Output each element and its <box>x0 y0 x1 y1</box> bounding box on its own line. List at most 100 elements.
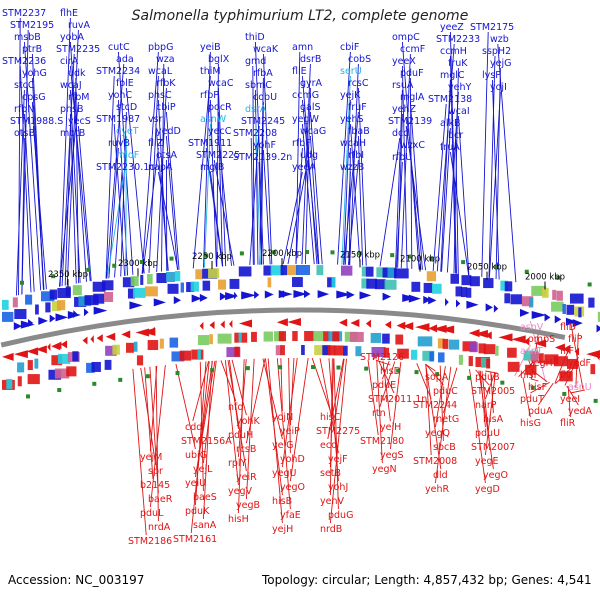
gene-arrow <box>135 328 150 337</box>
gene-label: yojI <box>490 82 507 93</box>
marker-dot <box>336 365 341 370</box>
marker-dot <box>239 251 244 256</box>
gene-label: STM2156A <box>181 436 232 447</box>
feature-block <box>6 378 13 389</box>
feature-block <box>313 331 324 342</box>
leader-line <box>440 79 451 272</box>
feature-block <box>112 344 120 355</box>
feature-block <box>383 347 390 358</box>
gene-label: cirA <box>60 56 79 67</box>
leader-line <box>205 147 223 267</box>
leader-line <box>141 51 159 274</box>
gene-arrow <box>293 290 308 299</box>
feature-block <box>51 355 63 366</box>
gene-label: yohF <box>253 140 276 151</box>
gene-label: wcaK <box>253 44 279 55</box>
leader-line <box>262 53 273 265</box>
feature-block <box>597 311 600 322</box>
leader-line <box>259 77 264 265</box>
gene-label: yohK <box>236 416 260 427</box>
gene-label: wzxC <box>400 140 425 151</box>
gene-arrow <box>219 292 227 301</box>
leader-line <box>400 53 411 268</box>
gene-label: fliD <box>560 322 576 333</box>
feature-block <box>147 274 153 285</box>
gene-label: pduC <box>433 386 458 397</box>
gene-label: STM2234 <box>96 66 140 77</box>
gene-arrow <box>563 345 570 354</box>
marker-dot <box>587 282 592 287</box>
feature-block <box>361 266 367 277</box>
gene-arrow <box>402 322 414 331</box>
feature-block <box>442 338 449 349</box>
marker-dot <box>57 388 62 393</box>
gene-arrow <box>346 290 355 299</box>
gene-label: STM2195 <box>10 20 54 31</box>
leader-line <box>488 55 496 278</box>
leader-line <box>209 171 224 267</box>
feature-block <box>332 331 340 342</box>
gene-label: serU <box>340 66 362 77</box>
leader-line <box>23 113 35 292</box>
leader-line <box>378 360 395 394</box>
leader-line <box>344 171 351 265</box>
gene-label: sanA <box>193 520 217 531</box>
gene-label: yohD <box>280 454 305 465</box>
gene-label: pduE <box>372 380 396 391</box>
leader-line <box>224 360 239 486</box>
leader-line <box>69 89 81 283</box>
gene-label: alkB <box>440 118 460 129</box>
gene-label: yojN <box>272 412 293 423</box>
marker-dot <box>20 280 24 285</box>
leader-line <box>409 149 422 270</box>
marker-dot <box>414 370 419 375</box>
feature-block <box>504 293 511 304</box>
gene-label: rtn <box>372 408 386 419</box>
leader-line <box>484 372 496 400</box>
gene-label: rplY <box>228 458 247 469</box>
leader-line <box>217 135 232 266</box>
feature-block <box>544 354 559 365</box>
leader-line <box>379 137 401 267</box>
marker-dot <box>593 398 598 403</box>
feature-block <box>195 269 204 280</box>
gene-label: STM2139.2n <box>233 152 292 163</box>
scale-tick-label: 2250 kbp <box>192 252 232 262</box>
leader-line <box>449 151 470 276</box>
marker-dot <box>390 253 395 258</box>
leader-line <box>329 358 347 524</box>
feature-block <box>553 356 568 367</box>
gene-label: STM2237 <box>2 8 46 19</box>
gene-arrow <box>83 308 89 317</box>
gene-label: rfbN <box>14 104 34 115</box>
feature-block <box>461 275 472 286</box>
gene-label: STM2230.1c <box>96 162 155 173</box>
gene-arrow <box>336 290 351 299</box>
gene-arrow <box>282 290 288 299</box>
leader-line <box>469 369 486 484</box>
feature-block <box>66 366 77 377</box>
gene-label: yejM <box>140 452 162 463</box>
gene-label: otsA <box>156 150 177 161</box>
marker-dot <box>139 259 144 264</box>
leader-line <box>258 161 263 265</box>
feature-block <box>429 351 434 362</box>
gene-arrow <box>153 298 166 307</box>
leader-line <box>155 366 159 522</box>
feature-block <box>92 281 106 292</box>
feature-block <box>57 288 71 299</box>
gene-label: folE <box>116 78 134 89</box>
leader-line <box>357 87 367 266</box>
gene-arrow <box>264 290 274 299</box>
leader-line <box>106 159 127 279</box>
gene-label: nrdA <box>148 522 171 533</box>
gene-arrow <box>382 292 392 301</box>
feature-block <box>504 281 513 292</box>
feature-block <box>280 265 288 276</box>
feature-block <box>122 277 135 288</box>
leader-line <box>21 137 25 295</box>
leader-line <box>446 91 459 273</box>
feature-block <box>72 285 82 296</box>
feature-block <box>525 364 537 375</box>
leader-line <box>288 358 291 454</box>
